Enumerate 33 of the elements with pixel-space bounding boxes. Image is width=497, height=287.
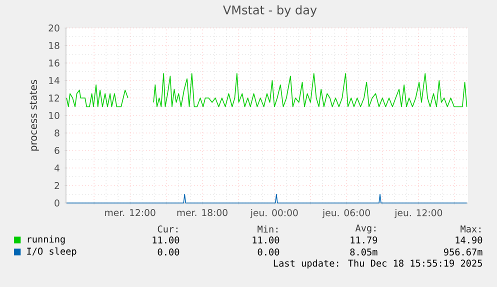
y-tick-label: 6 xyxy=(54,146,60,154)
x-tick-label: mer. 12:00 xyxy=(105,209,156,216)
text: Avg: xyxy=(355,224,376,234)
y-tick-label: 14 xyxy=(49,77,60,84)
x-tick-label: mer. 18:00 xyxy=(177,209,228,216)
text: 956.67m xyxy=(444,248,482,256)
text: 0.00 xyxy=(158,248,180,256)
x-tick-label: jeu. 06:00 xyxy=(322,209,370,218)
y-tick-label: 18 xyxy=(49,42,60,50)
legend-label: I/O sleep xyxy=(27,247,76,257)
y-tick-label: 20 xyxy=(48,24,60,32)
x-tick-label: jeu. 12:00 xyxy=(394,209,442,218)
y-tick-label: 8 xyxy=(54,129,60,137)
y-tick-label: 0 xyxy=(54,199,60,207)
chart-title: VMstat - by day xyxy=(223,5,317,17)
text: Min: xyxy=(258,225,278,233)
text: Max: xyxy=(460,226,480,232)
y-tick-label: 12 xyxy=(49,94,60,102)
y-tick-label: 16 xyxy=(49,59,60,67)
text: 11.79 xyxy=(350,236,378,244)
text: 8.05m xyxy=(350,248,378,256)
legend-label: running xyxy=(28,235,65,245)
text: 0.00 xyxy=(258,248,280,256)
y-tick-label: 10 xyxy=(49,112,60,120)
y-tick-label: 2 xyxy=(54,182,60,189)
y-axis-title: process states xyxy=(30,80,39,151)
x-tick-label: jeu. 00:00 xyxy=(250,209,298,218)
text: 14.90 xyxy=(456,236,482,244)
text: Cur: xyxy=(158,225,178,233)
text: Last update: Thu Dec 18 15:55:19 2025 xyxy=(274,259,482,269)
y-tick-label: 4 xyxy=(54,164,60,172)
text: 11.00 xyxy=(252,236,280,244)
text: 11.00 xyxy=(152,236,180,244)
